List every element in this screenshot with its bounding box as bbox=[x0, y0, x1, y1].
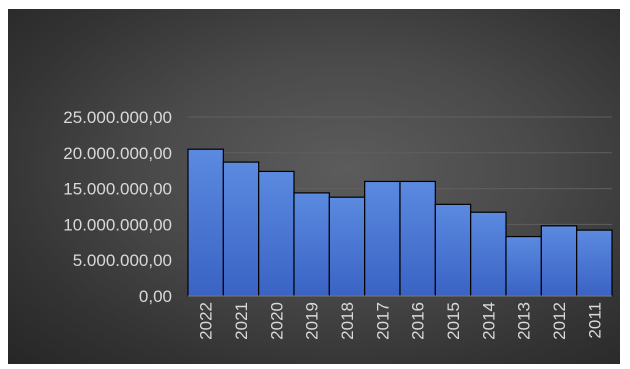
bars bbox=[187, 148, 613, 297]
bar-2017 bbox=[364, 180, 401, 297]
x-tick-label: 2022 bbox=[197, 302, 216, 340]
bar-chart: 0,00 5.000.000,00 10.000.000,00 15.000.000,… bbox=[63, 108, 613, 340]
x-tick-label: 2017 bbox=[373, 302, 392, 340]
y-tick-label: 15.000.000,00 bbox=[63, 180, 172, 199]
y-tick-label: 0,00 bbox=[139, 287, 172, 306]
x-tick-label: 2011 bbox=[585, 302, 604, 339]
x-tick-label: 2016 bbox=[409, 302, 428, 340]
bar-2013 bbox=[505, 235, 542, 297]
x-tick-label: 2021 bbox=[232, 302, 251, 340]
x-tick-label: 2018 bbox=[338, 302, 357, 340]
x-tick-label: 2014 bbox=[479, 302, 498, 340]
x-tick-label: 2012 bbox=[550, 302, 569, 340]
x-axis-tick-labels: 2022 2021 2020 2019 2018 2017 2016 2015 2014 2013… bbox=[197, 302, 605, 340]
bar-2015 bbox=[434, 203, 472, 297]
bar-2019 bbox=[293, 192, 330, 297]
bar-2012 bbox=[540, 225, 578, 297]
y-tick-label: 20.000.000,00 bbox=[63, 144, 172, 163]
x-tick-label: 2019 bbox=[303, 302, 322, 340]
x-tick-label: 2015 bbox=[444, 302, 463, 340]
x-tick-label: 2013 bbox=[515, 302, 534, 340]
bar-2018 bbox=[328, 196, 366, 297]
bar-2020 bbox=[258, 170, 295, 297]
chart-area: 0,00 5.000.000,00 10.000.000,00 15.000.000,… bbox=[8, 9, 620, 364]
y-tick-label: 10.000.000,00 bbox=[63, 215, 172, 234]
x-tick-label: 2020 bbox=[267, 302, 286, 340]
y-tick-label: 5.000.000,00 bbox=[73, 251, 172, 270]
y-tick-label: 25.000.000,00 bbox=[63, 108, 172, 127]
bar-2016 bbox=[399, 180, 436, 297]
bar-2011 bbox=[576, 229, 613, 297]
bar-2022 bbox=[187, 148, 224, 297]
bar-2021 bbox=[222, 161, 260, 297]
bar-2014 bbox=[470, 211, 507, 297]
y-axis-tick-labels: 0,00 5.000.000,00 10.000.000,00 15.000.000,… bbox=[63, 108, 172, 306]
